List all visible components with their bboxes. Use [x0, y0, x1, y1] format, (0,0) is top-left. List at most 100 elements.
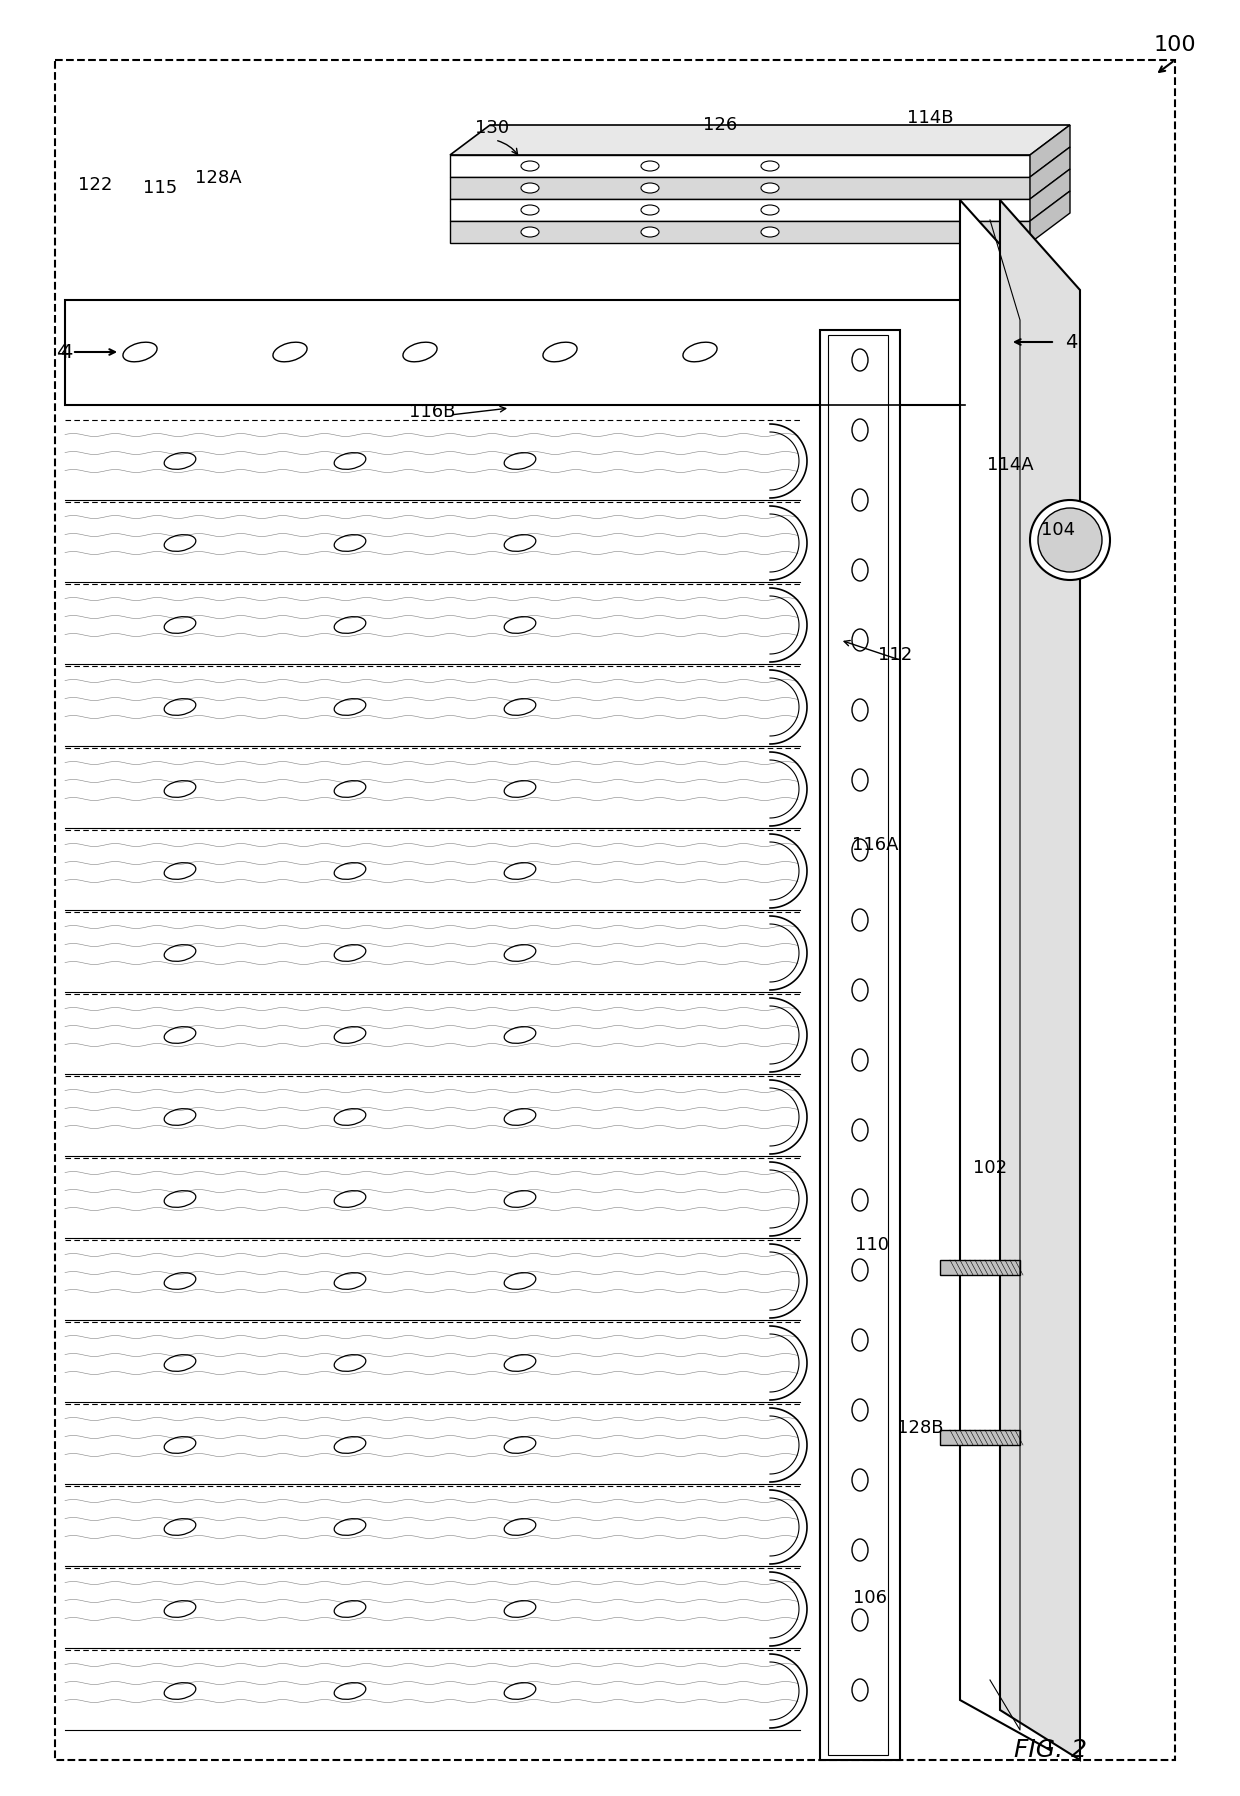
Polygon shape: [1030, 147, 1070, 199]
Text: 130: 130: [475, 119, 510, 136]
Bar: [940, 1261, 1021, 1275]
Text: 106: 106: [853, 1589, 887, 1607]
Ellipse shape: [852, 699, 868, 720]
Ellipse shape: [505, 699, 536, 715]
Ellipse shape: [521, 205, 539, 216]
Ellipse shape: [335, 862, 366, 880]
Ellipse shape: [403, 343, 436, 361]
Polygon shape: [450, 199, 1030, 221]
Ellipse shape: [505, 1519, 536, 1536]
Ellipse shape: [335, 1683, 366, 1699]
Bar: [64, 830, 800, 912]
Ellipse shape: [521, 226, 539, 237]
Polygon shape: [999, 199, 1080, 1760]
Text: 4: 4: [56, 343, 68, 361]
Bar: [828, 336, 888, 1755]
Ellipse shape: [335, 781, 366, 797]
Ellipse shape: [521, 183, 539, 192]
Text: 128A: 128A: [195, 169, 242, 187]
Ellipse shape: [164, 1519, 196, 1536]
Text: 112: 112: [878, 647, 913, 665]
Ellipse shape: [641, 183, 658, 192]
Ellipse shape: [852, 1049, 868, 1070]
Ellipse shape: [164, 1600, 196, 1618]
Ellipse shape: [164, 1273, 196, 1290]
Bar: [64, 1239, 800, 1322]
Text: 4: 4: [60, 343, 72, 361]
Ellipse shape: [164, 616, 196, 634]
Ellipse shape: [164, 699, 196, 715]
Ellipse shape: [852, 1259, 868, 1281]
Text: 128B: 128B: [897, 1419, 944, 1437]
Text: 115: 115: [143, 180, 177, 198]
Ellipse shape: [505, 453, 536, 469]
Ellipse shape: [335, 535, 366, 551]
Ellipse shape: [852, 1119, 868, 1140]
Ellipse shape: [852, 1189, 868, 1211]
Ellipse shape: [641, 226, 658, 237]
Text: 104: 104: [1040, 521, 1075, 539]
Ellipse shape: [505, 1027, 536, 1043]
Ellipse shape: [761, 205, 779, 216]
Ellipse shape: [852, 1679, 868, 1701]
Text: 122: 122: [78, 176, 112, 194]
Ellipse shape: [164, 1437, 196, 1453]
Bar: [64, 1322, 800, 1404]
Ellipse shape: [641, 205, 658, 216]
Bar: [64, 1158, 800, 1239]
Text: 100: 100: [1153, 34, 1197, 56]
Ellipse shape: [505, 1273, 536, 1290]
Bar: [64, 1404, 800, 1485]
Ellipse shape: [505, 1600, 536, 1618]
Bar: [820, 330, 900, 1760]
Circle shape: [1030, 499, 1110, 580]
Ellipse shape: [335, 453, 366, 469]
Ellipse shape: [852, 839, 868, 860]
Ellipse shape: [505, 1683, 536, 1699]
Ellipse shape: [852, 489, 868, 512]
Ellipse shape: [164, 1191, 196, 1207]
Bar: [64, 503, 800, 584]
Ellipse shape: [164, 535, 196, 551]
Ellipse shape: [335, 1600, 366, 1618]
Bar: [64, 912, 800, 993]
Ellipse shape: [164, 781, 196, 797]
Ellipse shape: [164, 1683, 196, 1699]
Polygon shape: [450, 178, 1030, 199]
Ellipse shape: [335, 1027, 366, 1043]
Ellipse shape: [164, 1027, 196, 1043]
Text: 110: 110: [856, 1236, 889, 1254]
Text: FIG. 2: FIG. 2: [1013, 1739, 1086, 1762]
Polygon shape: [960, 199, 1050, 1749]
Ellipse shape: [543, 343, 577, 361]
Text: 126: 126: [703, 117, 737, 135]
Bar: [64, 300, 965, 406]
Ellipse shape: [852, 1539, 868, 1561]
Ellipse shape: [852, 1329, 868, 1351]
Ellipse shape: [505, 1191, 536, 1207]
Ellipse shape: [335, 945, 366, 961]
Ellipse shape: [123, 343, 157, 361]
Ellipse shape: [761, 162, 779, 171]
Bar: [64, 666, 800, 747]
Bar: [64, 420, 800, 503]
Ellipse shape: [505, 945, 536, 961]
Ellipse shape: [852, 1469, 868, 1491]
Ellipse shape: [505, 781, 536, 797]
Ellipse shape: [164, 453, 196, 469]
Ellipse shape: [761, 226, 779, 237]
Ellipse shape: [273, 343, 308, 361]
Ellipse shape: [505, 1108, 536, 1126]
Text: 116A: 116A: [852, 835, 898, 855]
Bar: [64, 1651, 800, 1731]
Ellipse shape: [852, 909, 868, 930]
Ellipse shape: [335, 1108, 366, 1126]
Ellipse shape: [852, 559, 868, 580]
Ellipse shape: [852, 1609, 868, 1631]
Ellipse shape: [335, 1519, 366, 1536]
Polygon shape: [1030, 126, 1070, 178]
Text: 4: 4: [1065, 332, 1078, 352]
Ellipse shape: [505, 616, 536, 634]
Ellipse shape: [164, 1108, 196, 1126]
Bar: [64, 747, 800, 830]
